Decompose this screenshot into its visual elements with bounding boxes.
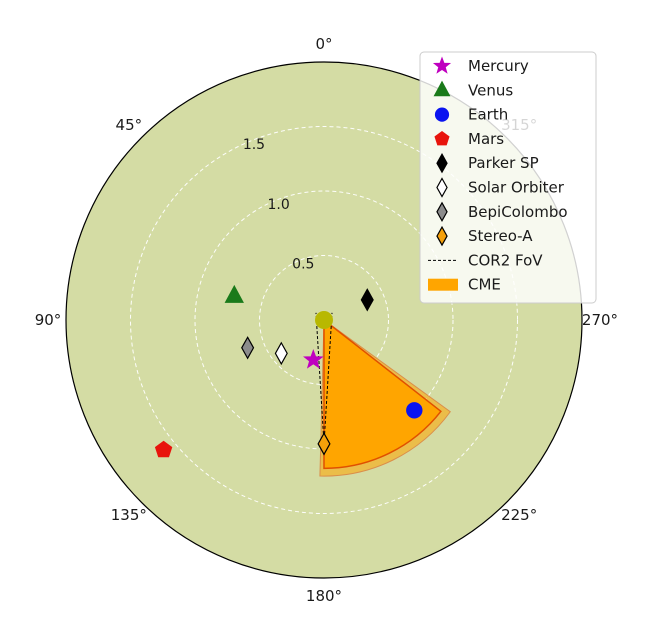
legend-stereo-marker	[436, 225, 448, 247]
grid-circle	[130, 126, 518, 514]
earth-marker	[406, 402, 423, 419]
radial-tick-label: 0.5	[292, 256, 314, 272]
legend-label: Venus	[468, 81, 513, 99]
legend-label: BepiColombo	[468, 203, 568, 221]
legend-label: Solar Orbiter	[468, 179, 565, 197]
legend-parker-marker	[436, 152, 448, 174]
cme-wedge	[323, 318, 442, 470]
legend-label: COR2 FoV	[468, 251, 543, 269]
radial-tick-label: 1.0	[268, 197, 290, 213]
cor2-fov-line	[315, 312, 325, 444]
legend-label: Earth	[468, 106, 508, 124]
cor2-fov-line	[323, 312, 333, 444]
theta-tick-label: 45°	[116, 116, 143, 134]
legend-mars-marker	[434, 130, 450, 146]
mercury-marker	[303, 349, 324, 369]
mars-marker	[154, 440, 173, 458]
parker-marker	[360, 288, 374, 312]
legend-earth-marker	[434, 107, 450, 122]
theta-tick-label: 225°	[501, 506, 537, 524]
legend-label: CME	[468, 276, 501, 294]
venus-marker	[224, 284, 244, 303]
legend-box	[419, 51, 597, 304]
radial-tick-label: 1.5	[243, 137, 265, 153]
legend: Mercury Venus Earth Mars Parker SP Solar Orbi…	[419, 51, 597, 304]
legend-mercury-marker	[432, 56, 452, 74]
legend-label: Mercury	[468, 57, 529, 75]
solo-marker	[274, 341, 288, 366]
stereo-marker	[317, 432, 331, 456]
legend-label: Stereo-A	[468, 227, 533, 245]
legend-solo-marker	[436, 177, 448, 198]
theta-tick-label: 0°	[315, 35, 332, 53]
legend-bepi-marker	[436, 201, 448, 223]
theta-tick-label: 90°	[35, 311, 62, 329]
legend-label: Parker SP	[468, 154, 539, 172]
legend-cme-swatch	[428, 278, 458, 291]
legend-venus-marker	[433, 80, 451, 97]
sun-marker	[315, 311, 333, 329]
theta-tick-label: 180°	[306, 587, 342, 605]
radial-tick-labels: 0.5 1.0 1.5	[243, 137, 315, 272]
bepi-marker	[241, 336, 255, 360]
polar-frame	[65, 61, 583, 579]
legend-label: Mars	[468, 130, 504, 148]
theta-tick-label: 270°	[582, 311, 618, 329]
theta-tick-label: 135°	[111, 506, 147, 524]
grid-circle	[194, 190, 454, 450]
